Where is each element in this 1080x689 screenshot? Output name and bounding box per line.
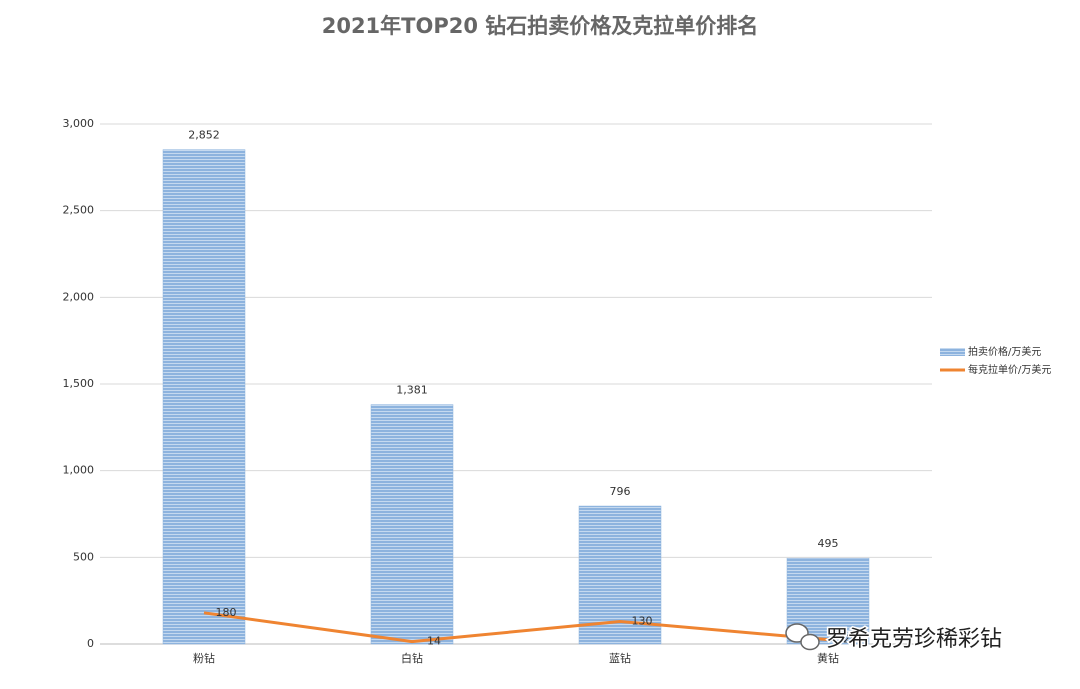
bar: [162, 149, 246, 645]
data-label: 2,852: [188, 129, 220, 142]
y-tick-label: 3,000: [63, 117, 95, 130]
y-tick-label: 0: [87, 637, 94, 650]
y-tick-label: 2,000: [63, 290, 95, 303]
y-tick-label: 1,500: [63, 377, 95, 390]
line: [203, 611, 829, 644]
data-label: 1,381: [396, 384, 428, 397]
data-label: 25: [843, 633, 857, 646]
watermark: 罗希克劳珍稀彩钻: [826, 627, 1002, 652]
watermark-icon: [785, 623, 820, 651]
x-tick-label: 白钻: [401, 651, 423, 665]
y-tick-label: 2,500: [63, 204, 95, 217]
legend-swatch: [940, 348, 965, 356]
data-label: 495: [818, 537, 839, 550]
y-tick-label: 500: [73, 550, 94, 563]
x-tick-label: 黄钻: [817, 651, 839, 665]
data-label: 14: [427, 635, 441, 648]
data-label: 130: [632, 614, 653, 627]
x-tick-label: 蓝钻: [609, 651, 631, 665]
legend-label: 每克拉单价/万美元: [968, 363, 1051, 376]
bar: [370, 404, 454, 645]
data-label: 180: [216, 606, 237, 619]
y-tick-label: 1,000: [63, 464, 95, 477]
legend-label: 拍卖价格/万美元: [968, 345, 1041, 358]
data-label: 796: [610, 485, 631, 498]
chart-title: 2021年TOP20 钻石拍卖价格及克拉单价排名: [322, 14, 759, 38]
x-tick-label: 粉钻: [193, 651, 215, 665]
